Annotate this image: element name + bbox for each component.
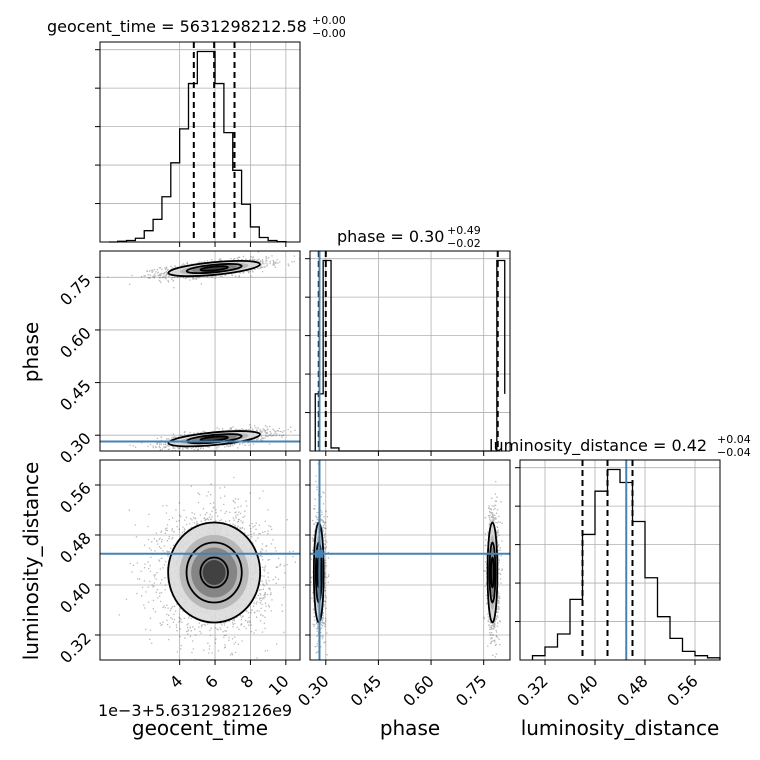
tick-label-x: 4 bbox=[166, 671, 187, 692]
title-luminosity-distance-sub: −0.04 bbox=[717, 446, 751, 459]
panel-border bbox=[519, 459, 721, 661]
title-luminosity-distance-sup: +0.04 bbox=[717, 433, 751, 446]
panel-hist-phase bbox=[305, 250, 511, 456]
panel-background bbox=[100, 42, 300, 242]
tick-label-y: 0.60 bbox=[56, 323, 95, 362]
tick-label-x: 0.40 bbox=[563, 671, 602, 710]
density-level bbox=[202, 560, 226, 585]
contour-line bbox=[488, 541, 497, 604]
y-axis-label-phase: phase bbox=[19, 322, 43, 382]
panel-background bbox=[310, 460, 510, 660]
panel-border bbox=[309, 459, 511, 661]
contour-line bbox=[199, 556, 229, 589]
contour-line bbox=[167, 521, 262, 624]
tick-label-x: 0.56 bbox=[663, 671, 702, 710]
density-level bbox=[202, 266, 226, 271]
panel-background bbox=[310, 251, 510, 451]
hist-y-ticks bbox=[305, 258, 510, 414]
histogram-step bbox=[108, 50, 287, 243]
tick-label-x: 0.45 bbox=[347, 671, 386, 710]
contour-line bbox=[167, 430, 261, 448]
contour-line bbox=[486, 521, 499, 624]
y-axis-label-luminosity-distance: luminosity_distance bbox=[19, 462, 43, 661]
tick-label-x: 0.30 bbox=[294, 671, 333, 710]
title-geocent-time: geocent_time = 5631298212.58 bbox=[47, 17, 307, 37]
density-content bbox=[100, 251, 300, 451]
tick-label-x: 6 bbox=[201, 671, 222, 692]
tick-label-y: 0.45 bbox=[56, 376, 95, 415]
tick-label-y: 0.32 bbox=[56, 628, 95, 667]
x-axis-label-geocent-time: geocent_time bbox=[132, 716, 268, 740]
panel-border bbox=[99, 41, 301, 243]
panel-background bbox=[520, 460, 720, 660]
density-content bbox=[100, 476, 300, 660]
panel-border bbox=[99, 250, 301, 452]
panel-border bbox=[99, 459, 301, 661]
title-geocent-time-sup: +0.00 bbox=[312, 14, 346, 27]
panel-density-phase-luminosity_distance: 0.30 0.45 0.60 0.75 bbox=[294, 459, 511, 710]
hist-y-ticks bbox=[515, 467, 720, 623]
density-content bbox=[310, 460, 510, 660]
title-phase-sub: −0.02 bbox=[447, 237, 481, 250]
title-luminosity-distance: luminosity_distance = 0.42 bbox=[489, 436, 707, 456]
panel-hist-luminosity_distance: 0.32 0.40 0.48 0.56 bbox=[513, 459, 721, 710]
panel-border bbox=[309, 250, 511, 452]
truth-marker bbox=[315, 549, 324, 558]
tick-label-y: 0.48 bbox=[56, 528, 95, 567]
tick-label-y: 0.56 bbox=[56, 478, 95, 517]
tick-label-y: 0.75 bbox=[56, 271, 95, 310]
panel-hist-geocent_time bbox=[95, 41, 301, 247]
tick-label-x: 0.60 bbox=[399, 671, 438, 710]
title-geocent-time-sub: −0.00 bbox=[312, 27, 346, 40]
hist-y-ticks bbox=[95, 49, 300, 205]
density-level bbox=[202, 436, 226, 441]
contour-line bbox=[185, 263, 243, 275]
panel-density-geocent_time-phase: 0.30 0.45 0.60 0.75 bbox=[56, 250, 301, 468]
contour-line bbox=[167, 259, 261, 278]
x-axis-label-phase: phase bbox=[380, 716, 440, 740]
contour-line bbox=[490, 556, 495, 589]
tick-label-y: 0.40 bbox=[56, 578, 95, 617]
tick-label-x: 0.75 bbox=[452, 671, 491, 710]
tick-label-y: 0.30 bbox=[56, 429, 95, 468]
contour-line bbox=[185, 541, 243, 604]
axis-offset-text: 1e−3+5.6312982126e9 bbox=[98, 701, 292, 720]
panel-background bbox=[100, 251, 300, 451]
tick-label-x: 10 bbox=[265, 671, 293, 699]
tick-label-x: 0.48 bbox=[613, 671, 652, 710]
title-phase-sup: +0.49 bbox=[447, 224, 481, 237]
contour-line bbox=[199, 265, 229, 272]
panel-density-geocent_time-luminosity_distance: 4 6 8 10 0.32 0.40 0.48 0.56 bbox=[56, 459, 301, 699]
tick-label-x: 0.32 bbox=[513, 671, 552, 710]
title-phase: phase = 0.30 bbox=[337, 227, 444, 246]
tick-label-x: 8 bbox=[237, 671, 258, 692]
x-axis-label-luminosity-distance: luminosity_distance bbox=[521, 716, 720, 740]
